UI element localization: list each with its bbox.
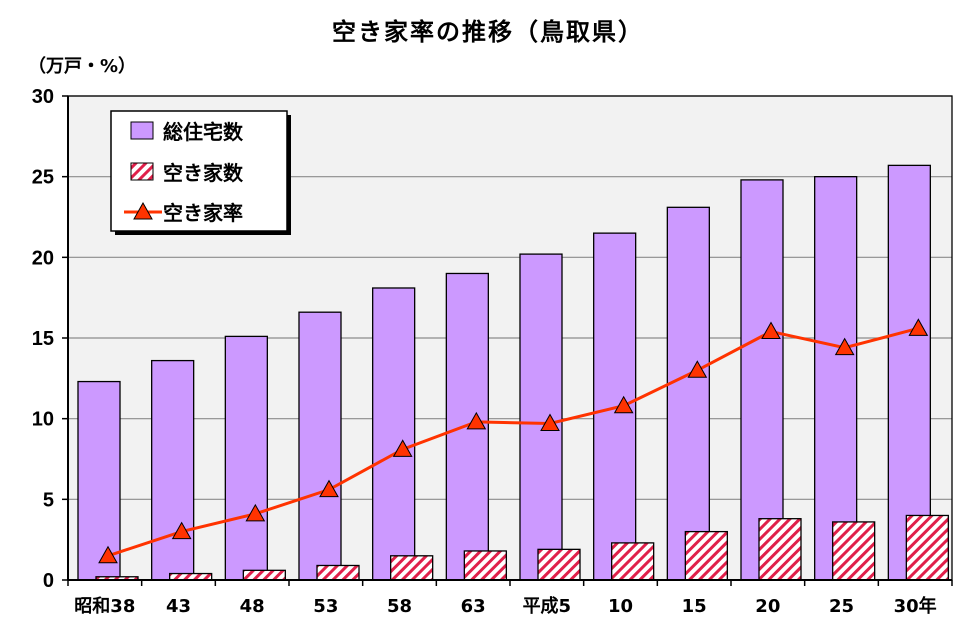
y-tick-label: 15 bbox=[32, 328, 54, 350]
y-tick-label: 0 bbox=[43, 570, 54, 592]
bar-total-housing bbox=[740, 179, 784, 581]
bar-total-housing bbox=[151, 359, 195, 581]
x-tick-label: 63 bbox=[461, 596, 486, 617]
bar-vacant-houses bbox=[316, 564, 360, 581]
bar-total-housing bbox=[519, 253, 563, 581]
bar-total-housing bbox=[298, 311, 342, 581]
bar-vacant-houses bbox=[611, 542, 655, 581]
bars-group bbox=[77, 164, 949, 581]
legend-swatch-vacant-houses bbox=[130, 162, 154, 181]
y-tick-labels: 0 5 10 15 20 25 30 bbox=[32, 86, 54, 592]
bar-vacant-houses bbox=[905, 514, 949, 581]
legend-swatch-total-housing bbox=[130, 121, 154, 140]
line-series-group bbox=[98, 318, 929, 564]
marker-vacancy-rate bbox=[98, 545, 118, 564]
marker-vacancy-rate bbox=[687, 360, 708, 378]
bar-vacant-houses bbox=[832, 521, 876, 581]
x-tick-label: 15 bbox=[682, 596, 707, 617]
bar-total-housing bbox=[887, 164, 931, 581]
bar-total-housing bbox=[224, 335, 268, 581]
y-tick-label: 5 bbox=[43, 489, 54, 511]
bar-vacant-houses bbox=[242, 569, 286, 581]
x-tick-label: 昭和38 bbox=[74, 596, 135, 617]
marker-vacancy-rate bbox=[540, 413, 560, 432]
marker-vacancy-rate bbox=[466, 411, 487, 430]
y-tick-label: 30 bbox=[32, 86, 54, 108]
x-tick-label: 53 bbox=[313, 596, 338, 617]
bar-vacant-houses bbox=[390, 555, 434, 581]
x-tick-label: 58 bbox=[387, 596, 412, 617]
x-tick-label: 10 bbox=[608, 596, 633, 617]
x-tick-labels: 昭和38 43 48 53 58 63 平成5 10 15 20 25 30年 bbox=[74, 595, 936, 617]
y-tick-label: 20 bbox=[32, 247, 54, 269]
marker-vacancy-rate bbox=[245, 503, 266, 522]
x-tick-label: 25 bbox=[829, 596, 854, 617]
bar-total-housing bbox=[666, 206, 710, 581]
bar-vacant-houses bbox=[758, 518, 802, 581]
bar-vacant-houses bbox=[684, 530, 728, 581]
marker-vacancy-rate bbox=[761, 321, 781, 340]
bar-vacant-houses bbox=[537, 548, 581, 581]
chart-title: 空き家率の推移（鳥取県） bbox=[332, 18, 644, 46]
legend-marker-vacancy-rate bbox=[133, 201, 153, 220]
marker-vacancy-rate bbox=[171, 521, 192, 540]
y-tick-label: 25 bbox=[32, 167, 54, 189]
legend-label-vacant-houses: 空き家数 bbox=[163, 161, 244, 185]
legend-label-total-housing: 総住宅数 bbox=[163, 120, 244, 144]
legend-label-vacancy-rate: 空き家率 bbox=[163, 201, 243, 225]
marker-vacancy-rate bbox=[319, 479, 339, 498]
marker-vacancy-rate bbox=[613, 395, 634, 414]
x-tick-label: 20 bbox=[755, 596, 780, 617]
marker-vacancy-rate bbox=[834, 337, 855, 356]
line-vacancy-rate bbox=[107, 326, 919, 558]
bar-vacant-houses bbox=[463, 550, 507, 581]
bar-total-housing bbox=[372, 287, 416, 581]
y-axis-unit-label: （万戸・%） bbox=[28, 56, 137, 77]
bar-total-housing bbox=[814, 176, 858, 581]
x-tick-label: 30年 bbox=[894, 595, 937, 617]
y-tick-label: 10 bbox=[32, 409, 54, 431]
bar-total-housing bbox=[77, 380, 121, 581]
x-tick-label: 43 bbox=[166, 596, 191, 617]
axes bbox=[62, 95, 953, 586]
x-tick-label: 48 bbox=[240, 596, 265, 617]
marker-vacancy-rate bbox=[908, 318, 929, 336]
marker-vacancy-rate bbox=[392, 439, 413, 457]
x-tick-label: 平成5 bbox=[523, 595, 572, 617]
